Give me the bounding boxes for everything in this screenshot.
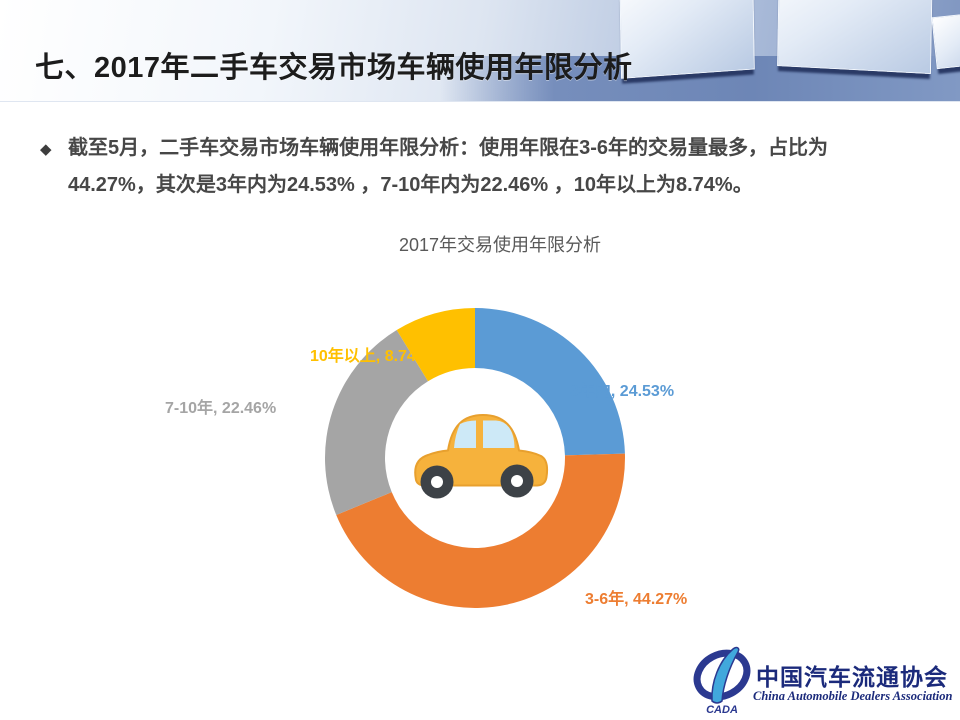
bullet-diamond-icon: ◆	[40, 141, 52, 158]
donut-slice-1	[336, 453, 625, 608]
org-name-chinese: 中国汽车流通协会	[756, 665, 948, 690]
chart-title: 2017年交易使用年限分析	[398, 235, 602, 255]
donut-slice-3	[396, 308, 475, 382]
donut-slice-0	[475, 308, 625, 456]
pie-label-3years-under: 3年内, 24.53%	[570, 383, 675, 400]
pie-label-3-6-years: 3-6年, 44.27%	[585, 591, 688, 608]
slide-title: 七、2017年二手车交易市场车辆使用年限分析	[35, 52, 633, 84]
car-icon	[414, 414, 549, 499]
bullet-paragraph: 截至5月，二手车交易市场车辆使用年限分析：使用年限在3-6年的交易量最多，占比为…	[68, 130, 913, 204]
pie-label-7-10-years: 7-10年, 22.46%	[165, 400, 277, 417]
cada-acronym: CADA	[706, 704, 738, 715]
cube-decoration-icon	[931, 10, 960, 70]
donut-slice-2	[325, 330, 429, 515]
cube-decoration-icon	[777, 0, 933, 75]
header-band: 七、2017年二手车交易市场车辆使用年限分析	[0, 0, 960, 102]
cada-logo-icon: CADA	[693, 646, 751, 715]
cube-decoration-icon	[619, 0, 755, 79]
pie-label-10-years-over: 10年以上, 8.74%	[310, 348, 431, 365]
bullet-line-2: 44.27%，其次是3年内为24.53% ，7-10年内为22.46% ，10年…	[68, 174, 753, 196]
org-name-english: China Automobile Dealers Association	[753, 689, 953, 703]
bullet-line-1: 截至5月，二手车交易市场车辆使用年限分析：使用年限在3-6年的交易量最多，占比为	[68, 137, 829, 159]
donut-chart	[325, 308, 625, 608]
